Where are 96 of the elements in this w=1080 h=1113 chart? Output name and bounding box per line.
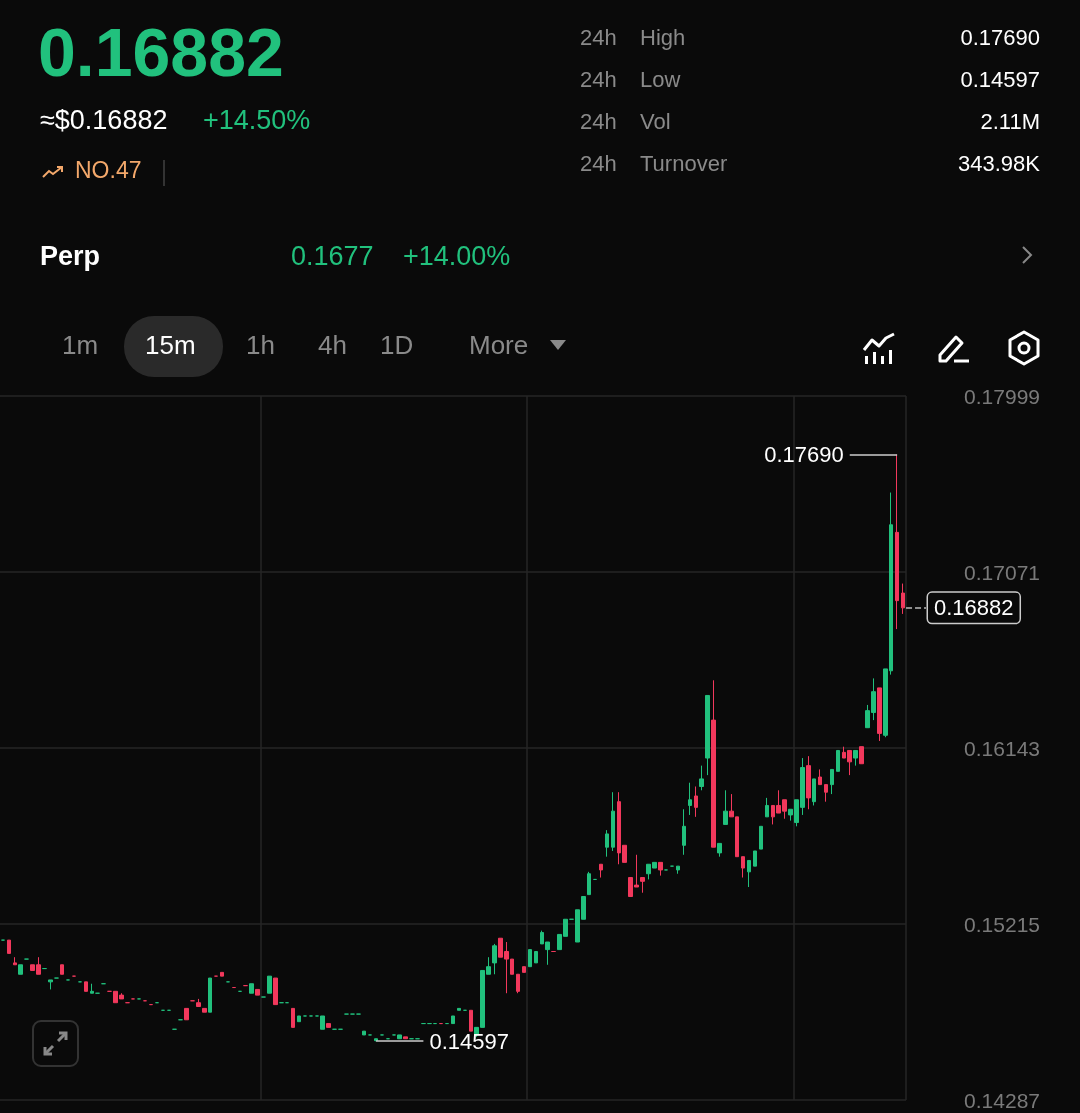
text: 24h: [580, 67, 617, 94]
text: High: [640, 25, 686, 52]
text: +14.00%: [403, 240, 511, 273]
y-tick-label: 0.16143: [964, 736, 1040, 760]
candlestick: [694, 786, 698, 818]
candlestick: [830, 768, 834, 795]
candlestick: [48, 979, 53, 990]
candlestick: [362, 1030, 366, 1036]
text: 15m: [145, 330, 196, 362]
candlestick: [853, 749, 858, 767]
candlestick: [273, 977, 278, 1006]
candlestick: [397, 1034, 402, 1040]
text: 24h: [580, 25, 617, 52]
candlestick: [877, 687, 882, 742]
candlestick: [658, 861, 663, 877]
candlestick: [818, 768, 822, 786]
candlestick: [60, 964, 64, 975]
candlestick: [587, 871, 591, 896]
text: 1D: [380, 330, 414, 362]
text: 343.98K: [958, 151, 1040, 178]
candlestick: [196, 998, 201, 1007]
candlestick: [599, 863, 603, 879]
candlestick: [705, 694, 710, 776]
text: 1h: [246, 330, 275, 362]
candlestick: [220, 971, 224, 977]
candlestick: [457, 1007, 461, 1011]
candlestick: [208, 977, 212, 1013]
candlestick: [528, 949, 532, 968]
text: +14.50%: [203, 104, 311, 137]
candlestick: [492, 943, 497, 975]
candlestick: [723, 789, 728, 825]
candlestick: [451, 1015, 455, 1025]
text: 4h: [318, 330, 347, 362]
candlestick: [90, 983, 94, 994]
candlestick: [326, 1023, 331, 1028]
chart-title: 0.16882: [38, 13, 284, 92]
y-tick-label: 0.17071: [964, 560, 1040, 584]
candlestick: [469, 1009, 473, 1032]
candlestick: [836, 749, 840, 772]
candlestick: [267, 975, 272, 994]
candlestick: [753, 850, 757, 867]
candlestick: [824, 784, 828, 803]
text: ≈$0.16882: [40, 104, 168, 137]
text: Vol: [640, 109, 671, 136]
text: 2.11M: [980, 109, 1040, 136]
candlestick: [611, 791, 615, 852]
annotation: 0.14597: [429, 1028, 509, 1054]
candlestick: [297, 1015, 301, 1023]
candlestick: [717, 842, 722, 858]
candlestick: [184, 1007, 189, 1021]
candlestick: [403, 1036, 408, 1040]
candlestick: [741, 856, 745, 879]
candlestick: [747, 859, 751, 888]
candlestick: [711, 679, 716, 848]
candlestick: [516, 973, 520, 994]
text: 0.14597: [960, 67, 1040, 94]
text: 1m: [62, 330, 99, 362]
candlestick: [84, 981, 88, 992]
candlestick: [765, 797, 769, 818]
text: Perp: [40, 240, 101, 273]
candlestick: [676, 865, 680, 875]
candlestick: [859, 746, 864, 765]
text: NO.47: [75, 157, 142, 185]
candlestick: [13, 956, 17, 966]
candlestick: [320, 1015, 325, 1030]
candlestick: [255, 988, 260, 996]
candlestick: [688, 782, 692, 816]
candlestick: [682, 808, 686, 856]
candlestick: [759, 825, 763, 850]
candlestick: [374, 1038, 378, 1042]
candlestick: [202, 1007, 207, 1013]
text: Turnover: [640, 151, 728, 178]
text: 24h: [580, 151, 617, 178]
candlestick: [291, 1007, 295, 1028]
text: 24h: [580, 109, 617, 136]
text: More: [469, 330, 529, 362]
candlestick: [522, 966, 526, 973]
candlestick: [901, 583, 905, 615]
text: 0.1677: [291, 240, 374, 273]
text: 0.17690: [960, 25, 1040, 52]
candlestick: [895, 454, 899, 630]
y-tick-label: 0.17999: [964, 384, 1040, 408]
candlestick: [812, 778, 816, 806]
candlestick: [699, 765, 704, 791]
candlestick: [534, 951, 538, 964]
candlestick: [249, 983, 254, 994]
candlestick: [7, 939, 11, 954]
y-tick-label: 0.15215: [964, 912, 1040, 936]
candlestick: [640, 877, 645, 894]
ref-line-label: 0.16882: [934, 595, 1014, 621]
candlestick: [806, 755, 811, 810]
candlestick: [605, 829, 609, 858]
annotation: 0.17690: [764, 442, 844, 468]
candlestick: [18, 964, 23, 975]
text: Low: [640, 67, 681, 94]
y-tick-label: 0.14287: [964, 1088, 1040, 1112]
